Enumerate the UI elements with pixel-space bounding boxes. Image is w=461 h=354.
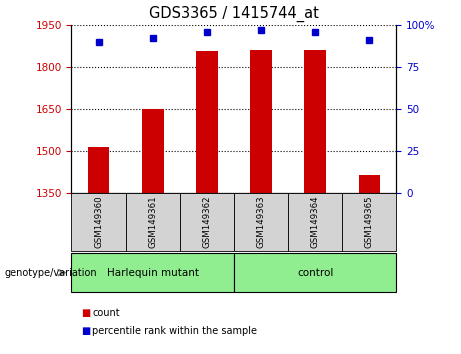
- Text: GSM149361: GSM149361: [148, 196, 157, 249]
- Text: genotype/variation: genotype/variation: [5, 268, 97, 278]
- Title: GDS3365 / 1415744_at: GDS3365 / 1415744_at: [149, 6, 319, 22]
- Text: control: control: [297, 268, 333, 278]
- Text: GSM149364: GSM149364: [311, 196, 320, 249]
- Bar: [88, 147, 109, 193]
- Text: GSM149365: GSM149365: [365, 196, 374, 249]
- Bar: [250, 50, 272, 193]
- Text: percentile rank within the sample: percentile rank within the sample: [92, 326, 257, 336]
- Bar: [142, 109, 164, 193]
- Text: GSM149362: GSM149362: [202, 196, 212, 249]
- Text: Harlequin mutant: Harlequin mutant: [106, 268, 199, 278]
- Bar: [304, 50, 326, 193]
- Text: ■: ■: [81, 326, 90, 336]
- Text: GSM149363: GSM149363: [256, 196, 266, 249]
- Bar: [359, 175, 380, 193]
- Text: GSM149360: GSM149360: [94, 196, 103, 249]
- Text: count: count: [92, 308, 120, 318]
- Bar: [196, 51, 218, 193]
- Text: ■: ■: [81, 308, 90, 318]
